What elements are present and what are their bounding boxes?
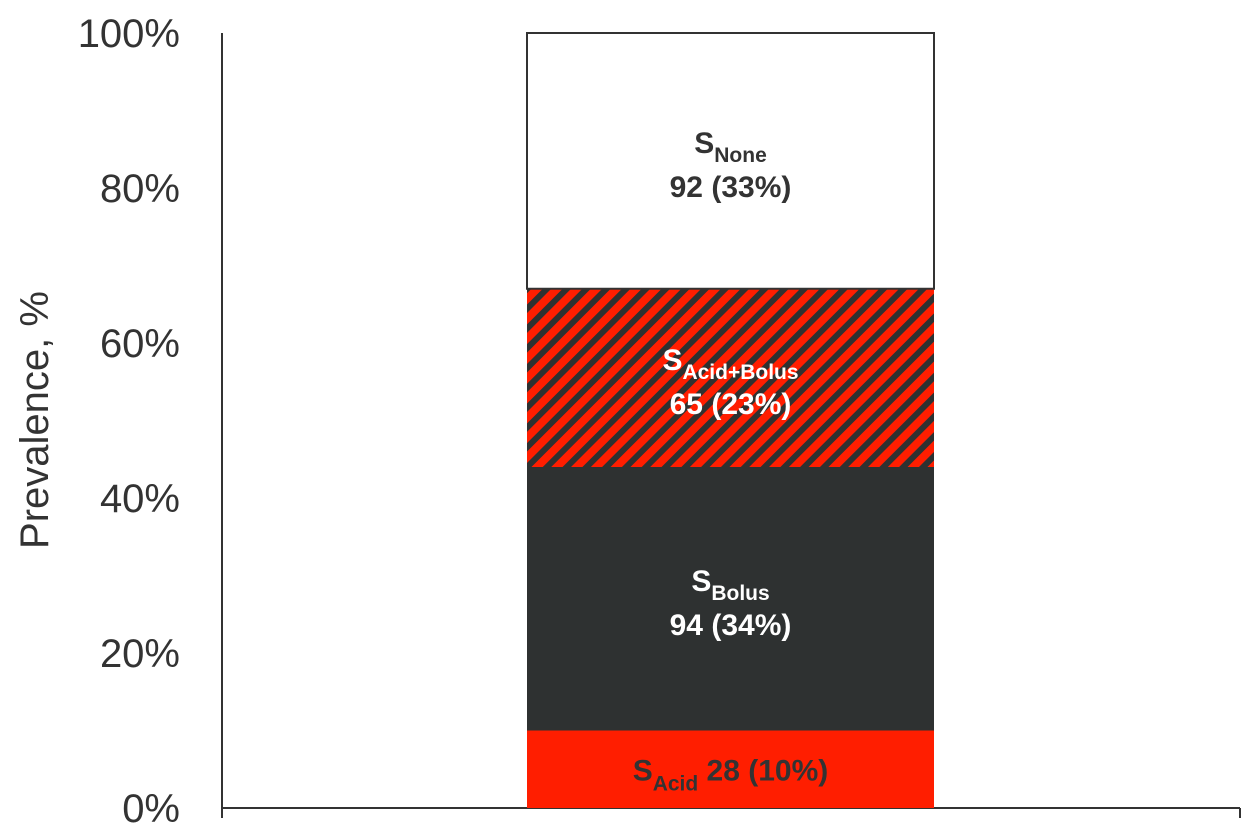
y-axis-title: Prevalence, % [13,291,57,549]
segment-name-none: SNone [694,127,767,167]
segment-value-bolus: 94 (34%) [670,609,792,642]
bar-segment-acid-bolus [527,288,934,467]
bar-segment-none [526,32,935,290]
y-tick-label: 0% [122,787,180,831]
segment-value-none: 92 (33%) [670,171,792,204]
stacked-bar [526,32,935,808]
bar-segment-bolus [527,467,934,731]
y-tick-label: 100% [78,12,180,56]
segment-labels: SAcid 28 (10%) SBolus 94 (34%) SAcid+Bolus 6… [633,127,829,795]
segment-value-acid-bolus: 65 (23%) [670,388,792,421]
y-tick-label: 60% [100,322,180,366]
bar-segment-acid [527,730,934,808]
y-tick-label: 80% [100,167,180,211]
y-tick-label: 20% [100,632,180,676]
x-axis [221,807,1241,818]
y-axis: 0% 20% 40% 60% 80% 100% [78,12,223,831]
segment-label-acid: SAcid 28 (10%) [633,754,829,795]
segment-name-acid-bolus: SAcid+Bolus [662,344,798,384]
segment-name-bolus: SBolus [691,565,769,605]
y-tick-label: 40% [100,477,180,521]
